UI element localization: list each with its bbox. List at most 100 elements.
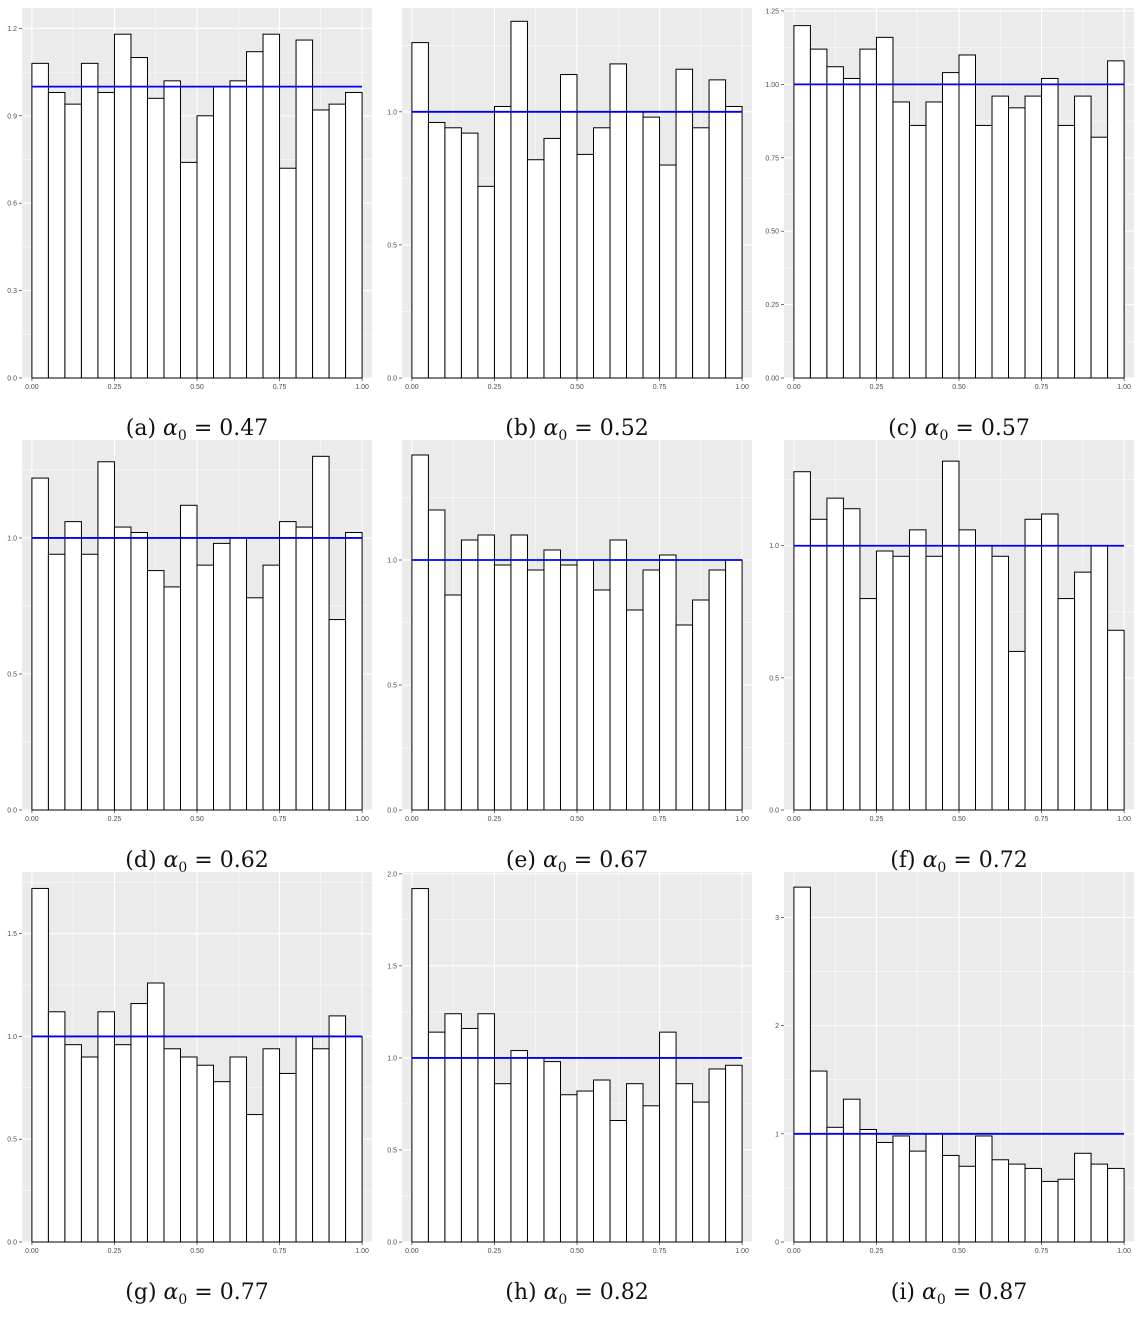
- histogram-svg: 0.0 0.5 1.0 0.00 0.25 0.50 0.75 1.00: [7, 440, 372, 823]
- x-tick-label: 1.00: [1117, 1248, 1131, 1255]
- histogram-bar: [444, 1013, 462, 1243]
- histogram-bar: [725, 105, 743, 379]
- x-tick-label: 0.50: [570, 816, 584, 823]
- histogram-bar: [80, 62, 99, 379]
- histogram-panel: 0.0 0.5 1.0 1.5 2.0 0.00 0.25 0.50 0.75 1.00 (h) α…: [387, 871, 752, 1320]
- histogram-bar: [427, 509, 446, 811]
- x-tick-label: 0.50: [570, 384, 584, 391]
- histogram-bar: [925, 555, 943, 811]
- y-tick-label: 0: [775, 1240, 779, 1247]
- x-tick-label: 0.75: [273, 816, 287, 823]
- histogram-bar: [1090, 136, 1109, 379]
- y-tick-label: 1.0: [387, 109, 397, 116]
- histogram-bar: [626, 1083, 644, 1243]
- caption-value: = 0.82: [567, 1280, 649, 1305]
- x-tick-label: 0.75: [1035, 384, 1049, 391]
- caption-subscript: 0: [558, 1292, 568, 1308]
- histogram-bar: [941, 460, 960, 811]
- y-tick-label: 1.0: [7, 1034, 17, 1041]
- histogram-panel: 0.0 0.5 1.0 0.00 0.25 0.50 0.75 1.00 (d) α0 = 0.…: [7, 440, 372, 888]
- histogram-bar: [246, 51, 264, 379]
- histogram-bar: [229, 537, 248, 811]
- x-tick-label: 0.00: [25, 384, 39, 391]
- histogram-bar: [659, 554, 677, 811]
- histogram-bar: [826, 66, 844, 379]
- caption-label: (d): [125, 848, 164, 873]
- y-tick-label: 0.50: [765, 229, 779, 236]
- histogram-bar: [477, 185, 495, 379]
- caption-symbol: α: [543, 848, 558, 873]
- x-tick-label: 1.00: [1117, 384, 1131, 391]
- y-tick-label: 0.0: [387, 376, 397, 383]
- histogram-bar: [262, 1048, 281, 1243]
- histogram-svg: 0.0 0.5 1.0 0.00 0.25 0.50 0.75 1.00: [387, 8, 752, 391]
- x-tick-label: 0.75: [273, 1248, 287, 1255]
- histogram-bar: [460, 132, 479, 379]
- histogram-bar: [576, 1090, 595, 1243]
- histogram-bar: [875, 1141, 894, 1243]
- histogram-bar: [229, 1056, 248, 1243]
- histogram-panel: 0.00 0.25 0.50 0.75 1.00 1.25 0.00 0.25 0.50 0.75…: [765, 8, 1134, 456]
- histogram-bar: [809, 518, 828, 811]
- x-tick-label: 0.00: [405, 816, 419, 823]
- histogram-bar: [213, 542, 231, 811]
- caption-symbol: α: [163, 1280, 179, 1305]
- y-tick-label: 0.25: [765, 302, 779, 309]
- histogram-bar: [312, 455, 330, 811]
- histogram-bar: [113, 526, 132, 811]
- histogram-bar: [526, 1057, 545, 1243]
- histogram-bar: [925, 1133, 943, 1243]
- histogram-bar: [842, 508, 861, 811]
- caption-value: = 0.47: [186, 416, 269, 441]
- histogram-bar: [593, 127, 611, 379]
- histogram-bar: [328, 619, 347, 811]
- histogram-bar: [859, 48, 877, 379]
- histogram-bar: [708, 1068, 727, 1243]
- histogram-bar: [1008, 1163, 1026, 1243]
- histogram-bar: [1107, 1167, 1125, 1243]
- histogram-bar: [692, 1101, 710, 1243]
- caption-subscript: 0: [178, 860, 188, 876]
- histogram-bar: [246, 1114, 264, 1243]
- histogram-panel: 0 1 2 3 0.00 0.25 0.50 0.75 1.00 (i) α0 = 0.87: [775, 872, 1134, 1320]
- x-tick-label: 0.00: [405, 384, 419, 391]
- y-tick-label: 0.0: [387, 808, 397, 815]
- histogram-bar: [196, 564, 215, 811]
- histogram-bar: [345, 532, 363, 811]
- histogram-bar: [1074, 95, 1092, 379]
- histogram-bar: [444, 127, 462, 379]
- histogram-bar: [908, 124, 927, 379]
- x-tick-label: 0.50: [952, 384, 966, 391]
- caption-value: = 0.77: [187, 1280, 269, 1305]
- y-tick-label: 0.5: [387, 683, 397, 690]
- histogram-panel: 0.0 0.5 1.0 0.00 0.25 0.50 0.75 1.00 (f) α0 = 0.…: [769, 440, 1134, 888]
- x-tick-label: 0.00: [25, 816, 39, 823]
- histogram-bar: [892, 101, 910, 379]
- histogram-bar: [328, 1015, 347, 1243]
- y-tick-label: 0.5: [387, 242, 397, 249]
- x-tick-label: 1.00: [735, 1248, 749, 1255]
- histogram-bar: [642, 116, 661, 379]
- x-tick-label: 0.75: [273, 384, 287, 391]
- panel-caption: (g) α0 = 0.77: [22, 1280, 372, 1308]
- histogram-bar: [279, 167, 297, 379]
- caption-value: = 0.87: [945, 1280, 1028, 1305]
- x-tick-label: 0.25: [108, 816, 122, 823]
- histogram-bar: [97, 91, 115, 379]
- y-tick-label: 0.9: [7, 113, 17, 120]
- histogram-bar: [279, 1072, 297, 1243]
- y-tick-label: 0.5: [7, 1137, 17, 1144]
- histogram-bar: [925, 101, 943, 379]
- caption-symbol: α: [924, 416, 940, 441]
- x-tick-label: 0.75: [653, 384, 667, 391]
- x-tick-label: 0.75: [653, 1248, 667, 1255]
- histogram-bar: [510, 1050, 528, 1243]
- x-tick-label: 0.25: [488, 384, 502, 391]
- caption-value: = 0.62: [187, 848, 269, 873]
- histogram-bar: [1057, 598, 1076, 811]
- histogram-bar: [31, 887, 49, 1243]
- y-tick-label: 0.0: [769, 808, 779, 815]
- histogram-bar: [64, 521, 82, 811]
- histogram-bar: [1107, 60, 1125, 379]
